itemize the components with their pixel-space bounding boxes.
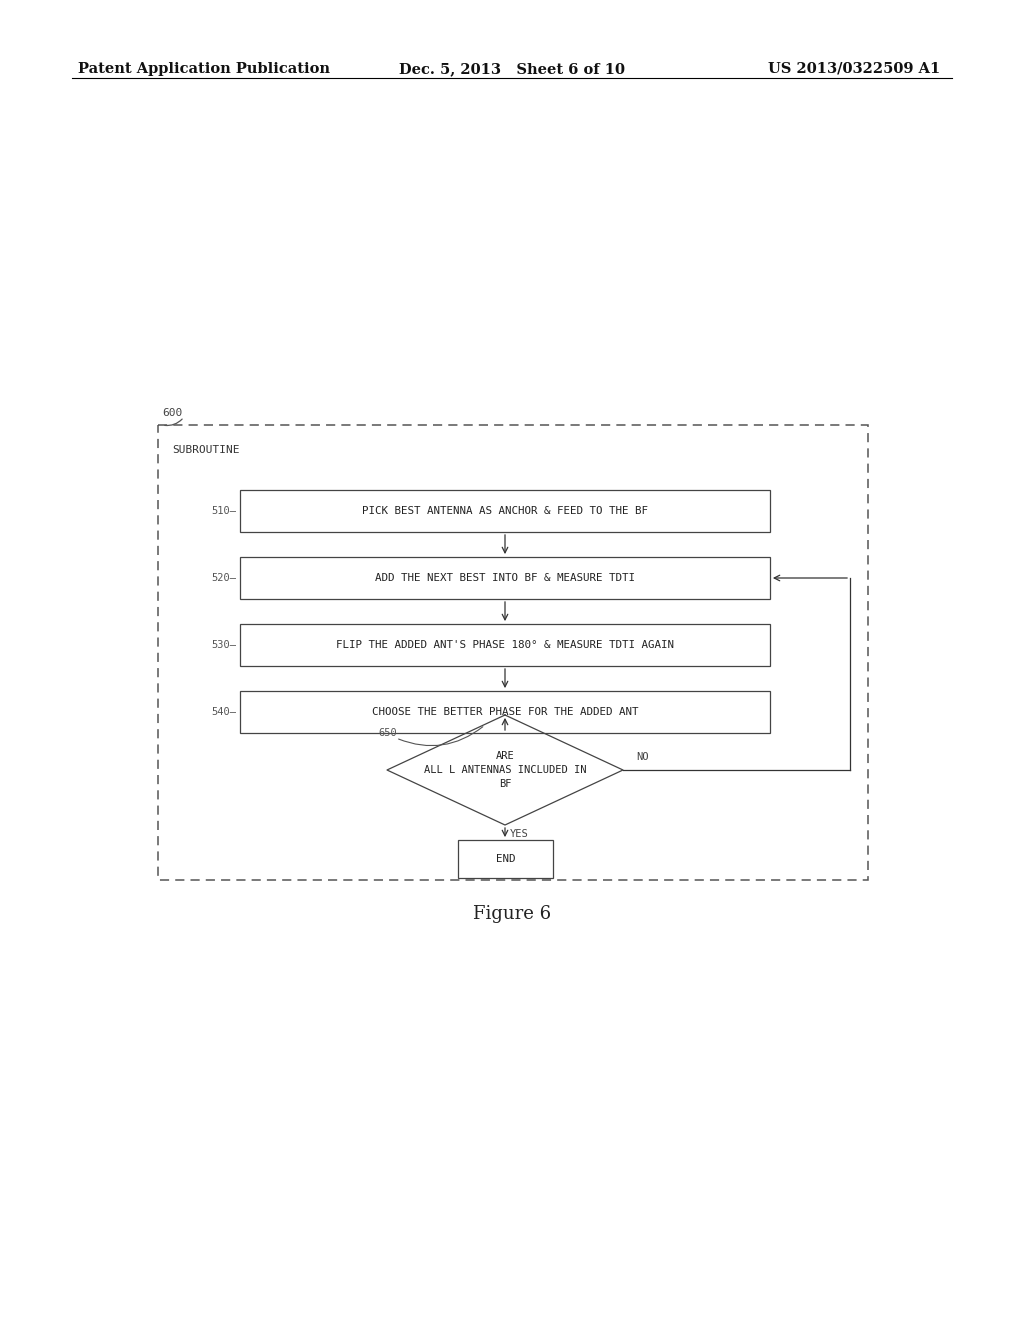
Text: ADD THE NEXT BEST INTO BF & MEASURE TDTI: ADD THE NEXT BEST INTO BF & MEASURE TDTI — [375, 573, 635, 583]
Text: ALL L ANTENNAS INCLUDED IN: ALL L ANTENNAS INCLUDED IN — [424, 766, 587, 775]
Text: US 2013/0322509 A1: US 2013/0322509 A1 — [768, 62, 940, 77]
Text: CHOOSE THE BETTER PHASE FOR THE ADDED ANT: CHOOSE THE BETTER PHASE FOR THE ADDED AN… — [372, 708, 638, 717]
Text: Patent Application Publication: Patent Application Publication — [78, 62, 330, 77]
Bar — [240, 557, 770, 599]
Bar — [240, 624, 770, 667]
Text: SUBROUTINE: SUBROUTINE — [172, 445, 240, 455]
Text: PICK BEST ANTENNA AS ANCHOR & FEED TO THE BF: PICK BEST ANTENNA AS ANCHOR & FEED TO TH… — [362, 506, 648, 516]
Text: 510—: 510— — [211, 506, 236, 516]
Text: 600: 600 — [162, 408, 182, 418]
Bar — [240, 490, 770, 532]
Text: Dec. 5, 2013   Sheet 6 of 10: Dec. 5, 2013 Sheet 6 of 10 — [399, 62, 625, 77]
Text: BF: BF — [499, 779, 511, 789]
Bar — [240, 690, 770, 733]
Bar — [458, 840, 553, 878]
Bar — [158, 425, 868, 880]
Text: END: END — [496, 854, 515, 865]
Text: FLIP THE ADDED ANT'S PHASE 180° & MEASURE TDTI AGAIN: FLIP THE ADDED ANT'S PHASE 180° & MEASUR… — [336, 640, 674, 649]
Text: 520—: 520— — [211, 573, 236, 583]
Text: Figure 6: Figure 6 — [473, 906, 551, 923]
Text: YES: YES — [510, 829, 528, 840]
Text: 650: 650 — [378, 729, 396, 738]
Text: NO: NO — [636, 752, 648, 762]
Text: ARE: ARE — [496, 751, 514, 762]
Text: 540—: 540— — [211, 708, 236, 717]
Text: 530—: 530— — [211, 640, 236, 649]
